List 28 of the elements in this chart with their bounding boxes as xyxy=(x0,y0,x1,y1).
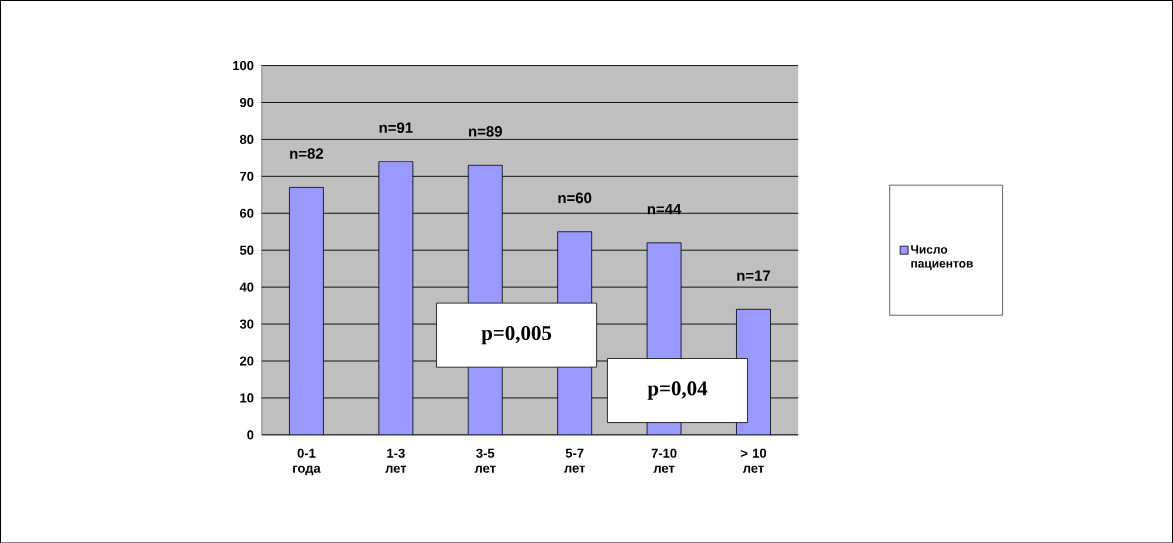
y-tick-label: 20 xyxy=(239,356,254,366)
y-tick-label: 70 xyxy=(240,171,254,181)
annotation: n=82 xyxy=(290,148,324,159)
x-tick-label: 3-5 лет xyxy=(474,448,496,473)
annotation: n=17 xyxy=(737,270,771,281)
y-tick-label: 10 xyxy=(240,393,254,403)
y-tick-label: 90 xyxy=(239,97,254,107)
annotation: n=91 xyxy=(379,122,413,133)
annotation: n=89 xyxy=(468,125,502,137)
bar xyxy=(289,186,324,435)
x-tick-label: > 10 лет xyxy=(740,448,767,473)
y-tick-label: 60 xyxy=(240,208,254,218)
annotation: n=44 xyxy=(647,203,682,215)
x-tick-label: 1-3 лет xyxy=(385,448,407,473)
bar xyxy=(378,160,414,435)
x-tick-label: 0-1 года xyxy=(293,448,321,476)
y-tick-label: 50 xyxy=(239,245,254,255)
y-tick-label: 40 xyxy=(239,282,254,292)
y-tick-label: 100 xyxy=(233,60,254,70)
annotation: p=0,04 xyxy=(647,381,708,400)
x-tick-label: 5-7 лет xyxy=(564,448,586,473)
legend-label: Число пациентов xyxy=(911,245,973,270)
annotation: p=0,005 xyxy=(481,325,552,345)
y-tick-label: 80 xyxy=(239,134,254,144)
y-tick-label: 30 xyxy=(239,319,254,329)
annotation: n=60 xyxy=(558,192,592,203)
y-tick-label: 0 xyxy=(247,430,254,440)
x-tick-label: 7-10 лет xyxy=(651,448,677,473)
